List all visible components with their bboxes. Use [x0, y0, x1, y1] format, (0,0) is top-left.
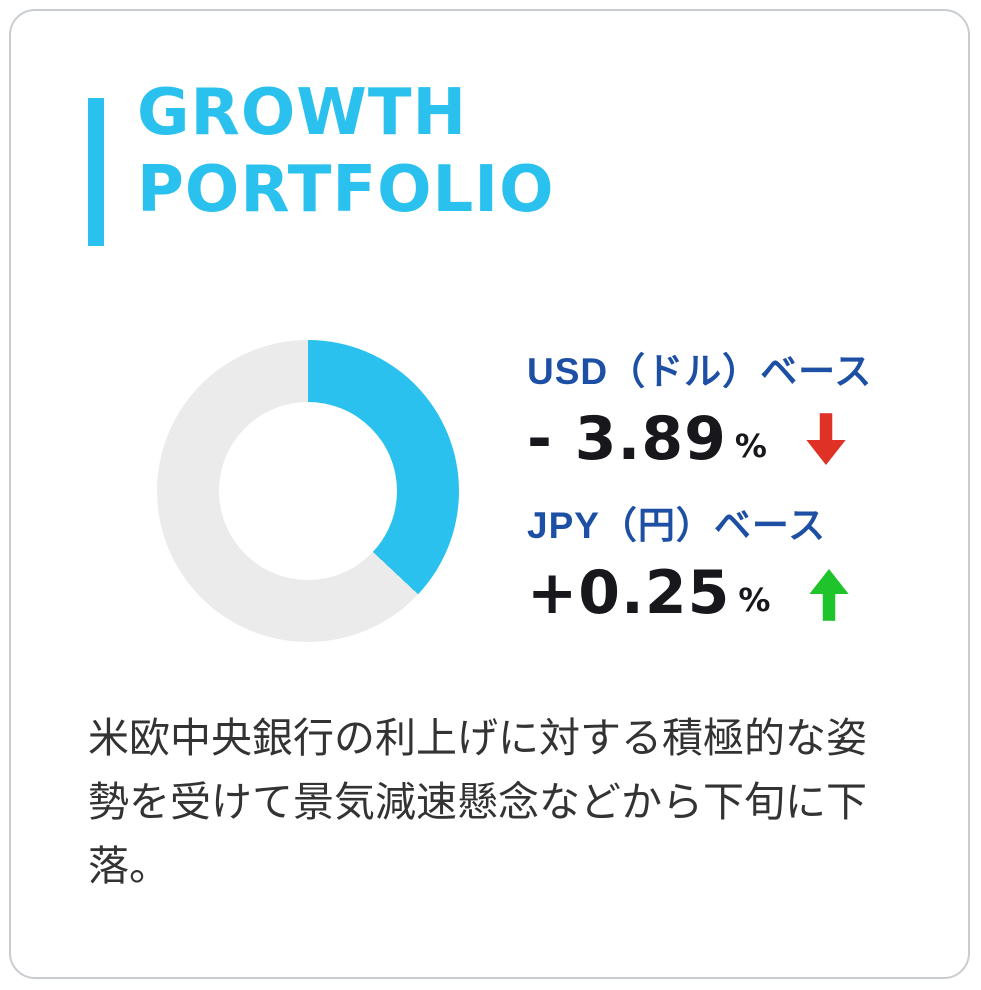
jpy-label: JPY（円）ベース	[527, 505, 827, 546]
growth-portfolio-card: GROWTH PORTFOLIO USD（ドル）ベース - 3.89 % JPY…	[9, 9, 970, 979]
jpy-value-row: +0.25 %	[527, 553, 872, 629]
usd-unit: %	[734, 427, 767, 465]
jpy-value: +0.25	[527, 558, 731, 628]
title-line-2: PORTFOLIO	[137, 153, 555, 227]
jpy-stat: JPY（円）ベース +0.25 %	[527, 495, 872, 629]
usd-label: USD（ドル）ベース	[527, 351, 873, 392]
jpy-unit: %	[738, 581, 771, 619]
donut-chart	[157, 340, 459, 642]
performance-stats: USD（ドル）ベース - 3.89 % JPY（円）ベース +0.25 %	[527, 341, 872, 629]
donut-hole	[219, 402, 397, 580]
page-title: GROWTH PORTFOLIO	[137, 75, 555, 229]
title-accent-bar	[88, 98, 104, 246]
description-text: 米欧中央銀行の利上げに対する積極的な姿勢を受けて景気減速懸念などから下旬に下落。	[88, 715, 867, 889]
title-line-1: GROWTH	[137, 76, 468, 150]
up-arrow-icon	[809, 569, 850, 621]
usd-value-row: - 3.89 %	[527, 399, 872, 475]
usd-value: - 3.89	[527, 404, 727, 474]
usd-stat: USD（ドル）ベース - 3.89 %	[527, 341, 872, 475]
down-arrow-icon	[806, 413, 846, 465]
